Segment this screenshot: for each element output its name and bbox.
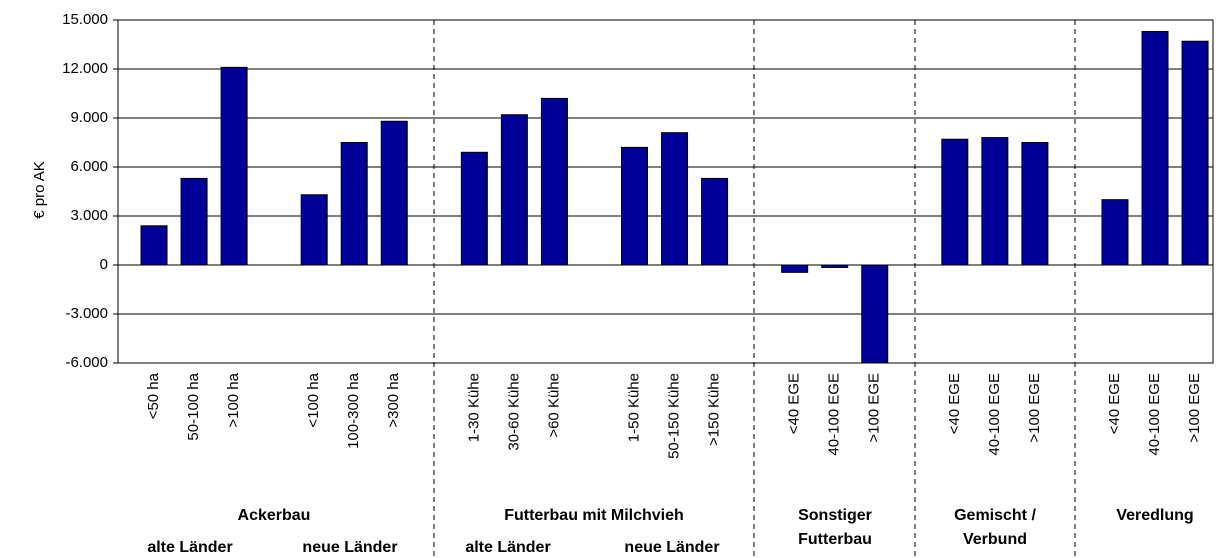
y-axis-label: € pro AK (31, 161, 48, 219)
x-tick-label: >100 EGE (1026, 373, 1043, 443)
x-tick-label: <100 ha (305, 372, 322, 427)
bar (661, 132, 689, 266)
bar (380, 120, 408, 266)
bar (460, 151, 488, 266)
bar (821, 264, 849, 268)
bar (220, 66, 248, 266)
group-label: Futterbau mit Milchvieh (504, 507, 684, 524)
bar (1101, 199, 1129, 266)
group-label: Gemischt / (954, 507, 1036, 524)
separators (433, 20, 1076, 558)
bar (140, 225, 168, 266)
bar (941, 138, 969, 266)
y-tick-label: 15.000 (62, 11, 108, 28)
x-tick-label: >100 EGE (866, 373, 883, 443)
x-tick-label: >150 Kühe (706, 373, 723, 446)
group-label: Futterbau (798, 531, 872, 548)
x-tick-label: 100-300 ha (345, 372, 362, 449)
x-tick-label: 40-100 EGE (826, 373, 843, 456)
group-label: Verbund (963, 531, 1027, 548)
bar (180, 177, 208, 266)
subgroup-label: neue Länder (624, 539, 719, 556)
group-label: Veredlung (1116, 507, 1193, 524)
x-tick-label: >100 EGE (1186, 373, 1203, 443)
y-tick-label: 3.000 (70, 207, 108, 224)
bar (861, 264, 889, 364)
bar (1181, 40, 1209, 266)
subgroup-label: neue Länder (302, 539, 397, 556)
x-tick-label: <50 ha (145, 372, 162, 419)
x-tick-label: 40-100 EGE (1146, 373, 1163, 456)
group-label: Ackerbau (238, 507, 311, 524)
bar (1021, 142, 1049, 266)
bar (621, 146, 648, 266)
bar (981, 137, 1009, 266)
bar (340, 142, 368, 266)
y-tick-label: 0 (100, 256, 108, 273)
x-tick-label: >60 Kühe (545, 373, 562, 438)
x-tick-label: 1-50 Kühe (625, 373, 642, 442)
y-tick-label: 12.000 (62, 60, 108, 77)
bar (781, 264, 809, 273)
bar (540, 97, 568, 266)
y-tick-label: 9.000 (70, 109, 108, 126)
y-tick-label: -6.000 (65, 354, 108, 371)
x-tick-label: <40 EGE (946, 373, 963, 434)
bar (500, 114, 528, 266)
x-tick-label: 30-60 Kühe (505, 373, 522, 451)
x-tick-label: 40-100 EGE (986, 373, 1003, 456)
subgroup-label: alte Länder (465, 539, 550, 556)
x-tick-label: >100 ha (225, 372, 242, 427)
x-tick-label: 50-150 Kühe (666, 373, 683, 459)
x-tick-label: 1-30 Kühe (465, 373, 482, 442)
group-label: Sonstiger (798, 507, 872, 524)
y-tick-label: 6.000 (70, 158, 108, 175)
bar (701, 177, 729, 266)
x-tick-label: 50-100 ha (185, 372, 202, 440)
subgroup-label: alte Länder (147, 539, 232, 556)
bar (1141, 30, 1169, 266)
x-tick-label: <40 EGE (786, 373, 803, 434)
x-tick-label: >300 ha (385, 372, 402, 427)
y-tick-label: -3.000 (65, 305, 108, 322)
bar (300, 194, 328, 266)
x-tick-label: <40 EGE (1106, 373, 1123, 434)
